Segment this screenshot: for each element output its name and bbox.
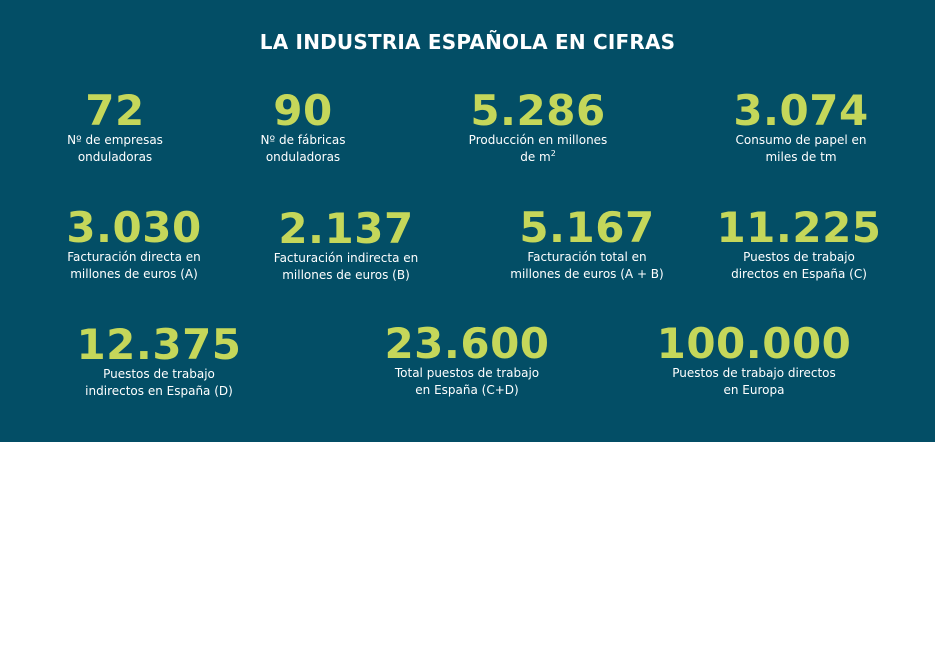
stat-label: Facturación directa en millones de euros … [67, 250, 201, 281]
stat-fabricas: 90 Nº de fábricas onduladoras [261, 88, 346, 166]
stat-empleo-total-espana: 23.600 Total puestos de trabajo en España… [384, 321, 549, 399]
stat-value: 72 [85, 86, 145, 135]
stat-value: 5.167 [519, 203, 655, 252]
stat-label: Nº de fábricas onduladoras [260, 133, 346, 164]
stat-facturacion-indirecta: 2.137 Facturación indirecta en millones d… [274, 206, 418, 284]
stat-label: Puestos de trabajo directos en Europa [672, 366, 836, 397]
stat-label: Facturación indirecta en millones de euro… [273, 251, 419, 282]
stat-value: 3.030 [66, 203, 202, 252]
infographic-panel: LA INDUSTRIA ESPAÑOLA EN CIFRAS 72 Nº de… [0, 0, 935, 442]
stat-consumo-papel: 3.074 Consumo de papel en miles de tm [733, 88, 868, 166]
stat-value: 3.074 [733, 86, 869, 135]
stat-label: Nº de empresas onduladoras [67, 133, 163, 164]
stat-label: Puestos de trabajo directos en España (C) [731, 250, 867, 281]
stat-value: 23.600 [384, 319, 550, 368]
infographic-title: LA INDUSTRIA ESPAÑOLA EN CIFRAS [259, 30, 676, 54]
stat-label: Producción en millones de m2 [468, 133, 608, 164]
stat-produccion: 5.286 Producción en millones de m2 [469, 88, 608, 166]
stat-empleo-europa: 100.000 Puestos de trabajo directos en Eu… [657, 321, 852, 399]
stat-value: 90 [273, 86, 333, 135]
stat-label: Facturación total en millones de euros (A… [510, 250, 664, 281]
stat-empleo-directo-espana: 11.225 Puestos de trabajo directos en Esp… [716, 205, 881, 283]
stat-empleo-indirecto-espana: 12.375 Puestos de trabajo indirectos en E… [76, 322, 241, 400]
stat-value: 5.286 [470, 86, 606, 135]
stat-facturacion-directa: 3.030 Facturación directa en millones de … [66, 205, 201, 283]
stat-label: Puestos de trabajo indirectos en España (… [85, 367, 233, 398]
stat-value: 11.225 [716, 203, 882, 252]
stat-label: Total puestos de trabajo en España (C+D) [394, 366, 540, 397]
stat-facturacion-total: 5.167 Facturación total en millones de eu… [510, 205, 663, 283]
stat-label: Consumo de papel en miles de tm [735, 133, 867, 164]
stat-value: 2.137 [278, 204, 414, 253]
stat-value: 100.000 [656, 319, 852, 368]
stat-value: 12.375 [76, 320, 242, 369]
stat-empresas: 72 Nº de empresas onduladoras [67, 88, 163, 166]
